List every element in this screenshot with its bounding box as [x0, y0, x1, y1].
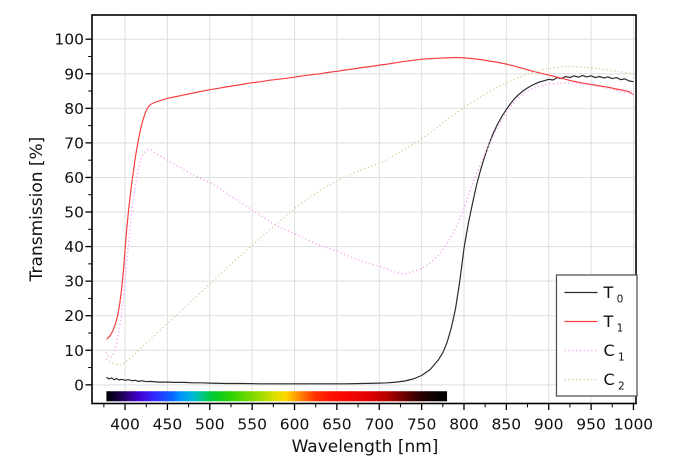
x-tick-label: 600: [280, 416, 310, 434]
gridlines: [92, 15, 636, 404]
x-tick-label: 550: [237, 416, 267, 434]
y-tick-label: 100: [54, 31, 84, 49]
tick-labels: 400 450 500 550 600 650 700 750 800 850 900 950 1000…: [54, 31, 653, 434]
y-tick-label: 0: [74, 376, 84, 394]
y-tick-label: 70: [64, 134, 84, 152]
y-tick-label: 20: [64, 307, 84, 325]
x-tick-label: 950: [576, 416, 606, 434]
x-tick-label: 450: [153, 416, 183, 434]
x-tick-label: 850: [492, 416, 522, 434]
x-tick-label: 700: [364, 416, 394, 434]
x-axis-title: Wavelength [nm]: [292, 437, 439, 457]
x-tick-label: 750: [407, 416, 437, 434]
y-tick-label: 30: [64, 273, 84, 291]
spectrum-bar: [106, 391, 448, 402]
series-T0-curve: [106, 74, 634, 385]
y-tick-label: 40: [64, 238, 84, 256]
tick-marks: [85, 38, 635, 410]
series-C2-curve: [105, 65, 634, 366]
y-tick-label: 50: [64, 204, 84, 222]
x-tick-label: 1000: [614, 416, 653, 434]
series-T1-curve: [106, 56, 634, 340]
series-C1-curve: [105, 82, 634, 359]
legend: T 0T 1C 1C 2: [555, 274, 638, 397]
x-tick-label: 900: [534, 416, 564, 434]
legend-box: [555, 274, 638, 397]
x-tick-label: 500: [195, 416, 225, 434]
y-tick-label: 90: [64, 65, 84, 83]
y-tick-label: 10: [64, 342, 84, 360]
plot-border: [91, 14, 637, 405]
x-tick-label: 400: [110, 416, 140, 434]
y-tick-label: 60: [64, 169, 84, 187]
visible-spectrum-bar: [106, 391, 448, 402]
axes-frame: [91, 14, 637, 405]
x-tick-label: 800: [449, 416, 479, 434]
y-axis-title: Transmission [%]: [27, 137, 47, 283]
series-curves: [105, 56, 634, 385]
y-tick-label: 80: [64, 100, 84, 118]
x-tick-label: 650: [322, 416, 352, 434]
